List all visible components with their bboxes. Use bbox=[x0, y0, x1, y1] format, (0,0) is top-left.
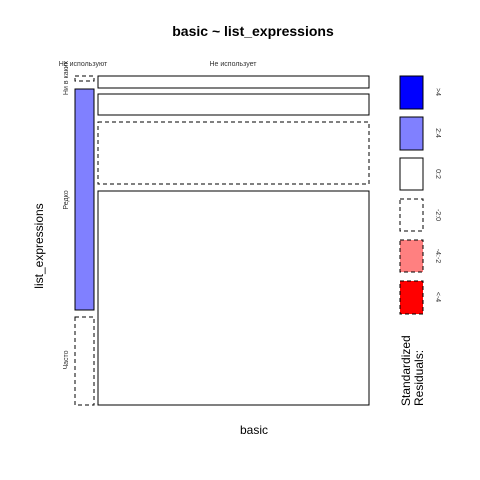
legend: >4 2:4 0:2 -2:0 -4:-2 <-4 StandardizedRe… bbox=[399, 75, 441, 406]
legend-title: StandardizedResiduals: bbox=[399, 335, 426, 406]
y-category-label-1: Редко bbox=[63, 190, 70, 209]
x-axis-label: basic bbox=[240, 423, 268, 437]
legend-label-2: 0:2 bbox=[434, 169, 441, 179]
legend-label-4: -4:-2 bbox=[434, 249, 441, 264]
y-axis-label: list_expressions bbox=[32, 203, 46, 288]
legend-label-1: 2:4 bbox=[434, 128, 441, 138]
cell-0-1 bbox=[74, 88, 95, 311]
x-category-label-0: Не используют bbox=[59, 61, 108, 68]
cell-1-2 bbox=[97, 121, 370, 185]
y-category-label-0: Ни в каких bbox=[63, 60, 70, 95]
legend-swatch-2 bbox=[399, 157, 424, 191]
legend-swatch-0 bbox=[399, 75, 424, 110]
legend-label-3: -2:0 bbox=[434, 209, 441, 221]
cell-1-0 bbox=[97, 75, 370, 89]
cell-1-3 bbox=[97, 190, 370, 406]
legend-swatch-1 bbox=[399, 116, 424, 151]
legend-swatch-3 bbox=[399, 198, 424, 232]
y-category-label-2: Часто bbox=[63, 350, 70, 369]
legend-swatch-4 bbox=[399, 239, 424, 273]
legend-label-0: >4 bbox=[434, 88, 441, 96]
cell-1-1 bbox=[97, 93, 370, 116]
x-category-label-1: Не использует bbox=[210, 61, 258, 68]
mosaic-cells bbox=[74, 75, 370, 406]
legend-swatch-5 bbox=[399, 280, 424, 315]
chart-title: basic ~ list_expressions bbox=[172, 23, 334, 39]
cell-0-2 bbox=[74, 316, 95, 406]
legend-label-5: <-4 bbox=[434, 292, 441, 302]
cell-0-0 bbox=[74, 75, 95, 82]
